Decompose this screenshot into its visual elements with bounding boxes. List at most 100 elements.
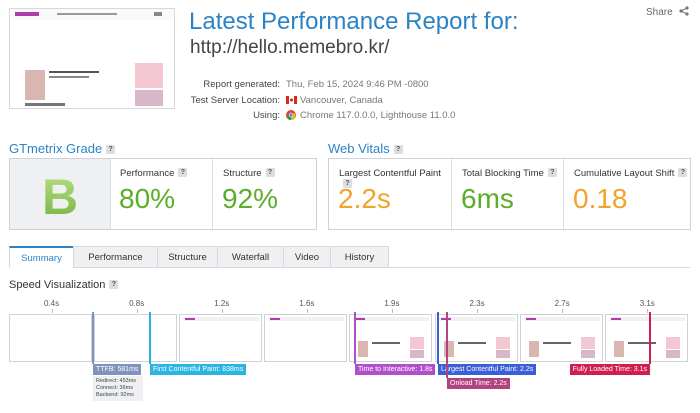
grade-title: GTmetrix Grade <box>9 141 103 156</box>
metric-value: 6ms <box>461 183 514 214</box>
timing-marker-line <box>446 312 448 378</box>
page-thumbnail <box>9 8 175 109</box>
help-icon[interactable]: ? <box>678 168 688 177</box>
tab[interactable]: Summary <box>9 246 74 268</box>
metric-cell: Largest Contentful Paint? 2.2s <box>329 159 452 229</box>
filmstrip-frame[interactable] <box>349 314 433 362</box>
metric-name: Total Blocking Time <box>462 168 544 179</box>
filmstrip-frame[interactable] <box>519 314 603 362</box>
timeline-tick-label: 1.6s <box>299 299 315 308</box>
filmstrip-frame[interactable] <box>604 314 688 362</box>
grade-value: B <box>42 169 78 225</box>
metric-label: Structure? <box>223 168 275 179</box>
section-title: GTmetrix Grade? <box>9 141 116 156</box>
metric-label: Cumulative Layout Shift? <box>574 168 688 179</box>
metric-value: 80% <box>119 183 176 214</box>
tab[interactable]: Waterfall <box>217 246 284 268</box>
metric-name: Cumulative Layout Shift <box>574 168 675 179</box>
tab[interactable]: History <box>330 246 389 268</box>
vitals-title: Web Vitals <box>328 141 390 156</box>
help-icon[interactable]: ? <box>178 168 188 177</box>
help-icon[interactable]: ? <box>265 168 275 177</box>
metric-name: Performance <box>120 168 175 179</box>
metric-cell: Structure? 92% <box>213 159 316 229</box>
timeline-tick <box>221 309 223 313</box>
timeline-tick-label: 0.8s <box>129 299 145 308</box>
help-icon[interactable]: ? <box>393 145 403 154</box>
timeline-tick <box>391 309 393 313</box>
metric-name: Largest Contentful Paint <box>339 168 441 179</box>
metric-value: 0.18 <box>573 183 628 214</box>
report-title: Latest Performance Report for: <box>189 8 519 35</box>
detail-value: Thu, Feb 15, 2024 9:46 PM -0800 <box>286 79 429 90</box>
timing-marker-label: Onload Time: 2.2s <box>447 378 510 389</box>
timing-marker-line <box>149 312 151 364</box>
metric-cell: Total Blocking Time? 6ms <box>452 159 564 229</box>
timing-marker-label: Time to Interactive: 1.8s <box>355 364 436 375</box>
timeline-tick <box>51 309 53 313</box>
timing-marker-label: Fully Loaded Time: 3.1s <box>569 364 650 375</box>
timeline-tick <box>562 309 564 313</box>
timeline-tick-label: 1.9s <box>384 299 400 308</box>
help-icon[interactable]: ? <box>343 179 352 188</box>
timing-breakdown: Redirect: 453ms Connect: 36ms Backend: 92m… <box>93 376 143 401</box>
filmstrip-frame[interactable] <box>264 314 348 362</box>
timing-detail: Backend: 92ms <box>96 392 134 398</box>
tab[interactable]: Performance <box>73 246 158 268</box>
timing-marker-line <box>649 312 651 364</box>
chrome-icon <box>286 110 296 120</box>
metric-cell: Performance? 80% <box>110 159 213 229</box>
speed-title: Speed Visualization <box>9 279 106 291</box>
metric-cell: Cumulative Layout Shift? 0.18 <box>564 159 690 229</box>
timeline-tick <box>477 309 479 313</box>
share-button[interactable]: Share <box>646 6 690 18</box>
timing-marker-label: TTFB: 581ms <box>93 364 142 375</box>
metric-value: 2.2s <box>338 183 391 214</box>
section-title: Speed Visualization? <box>9 279 119 291</box>
timeline-tick-label: 1.2s <box>214 299 230 308</box>
timing-marker-label: First Contentful Paint: 838ms <box>150 364 247 375</box>
tab[interactable]: Structure <box>157 246 218 268</box>
timeline-tick-label: 0.4s <box>43 299 60 308</box>
timing-detail: Redirect: 453ms <box>96 378 137 384</box>
metric-value: 92% <box>222 183 279 214</box>
share-label: Share <box>646 7 673 18</box>
metric-label: Total Blocking Time? <box>462 168 557 179</box>
filmstrip-frame[interactable] <box>94 314 178 362</box>
detail-value: Vancouver, Canada <box>300 95 383 106</box>
detail-value: Chrome 117.0.0.0, Lighthouse 11.0.0 <box>300 110 456 121</box>
filmstrip-frame[interactable] <box>179 314 263 362</box>
metric-name: Structure <box>223 168 262 179</box>
grade-letter: B <box>42 169 78 225</box>
detail-label: Using: <box>253 110 280 121</box>
tab[interactable]: Video <box>283 246 331 268</box>
vitals-box: Largest Contentful Paint? 2.2s Total Blo… <box>328 158 691 230</box>
timeline-tick-label: 2.7s <box>554 299 570 308</box>
help-icon[interactable]: ? <box>109 280 119 289</box>
help-icon[interactable]: ? <box>547 168 557 177</box>
timeline-tick <box>647 309 649 313</box>
filmstrip-frame[interactable] <box>9 314 92 362</box>
timeline-tick-label: 2.3s <box>469 299 485 308</box>
help-icon[interactable]: ? <box>106 145 116 154</box>
metric-label: Largest Contentful Paint? <box>339 168 451 190</box>
timeline-tick <box>136 309 138 313</box>
timeline-tick-label: 3.1s <box>639 299 655 308</box>
timing-marker-line <box>92 312 94 364</box>
timing-marker-line <box>354 312 356 364</box>
section-title: Web Vitals? <box>328 141 403 156</box>
share-icon <box>679 6 690 16</box>
grade-box: B Performance? 80% Structure? 92% <box>9 158 317 230</box>
timing-marker-label: Largest Contentful Paint: 2.2s <box>438 364 537 375</box>
report-url: http://hello.memebro.kr/ <box>190 37 390 58</box>
detail-label: Test Server Location: <box>190 95 280 106</box>
metric-label: Performance? <box>120 168 188 179</box>
filmstrip-frame[interactable] <box>434 314 518 362</box>
detail-label: Report generated: <box>203 79 280 90</box>
grade-cell: B <box>10 159 111 229</box>
timeline-tick <box>306 309 308 313</box>
timing-marker-line <box>437 312 439 364</box>
timing-detail: Connect: 36ms <box>96 385 133 391</box>
